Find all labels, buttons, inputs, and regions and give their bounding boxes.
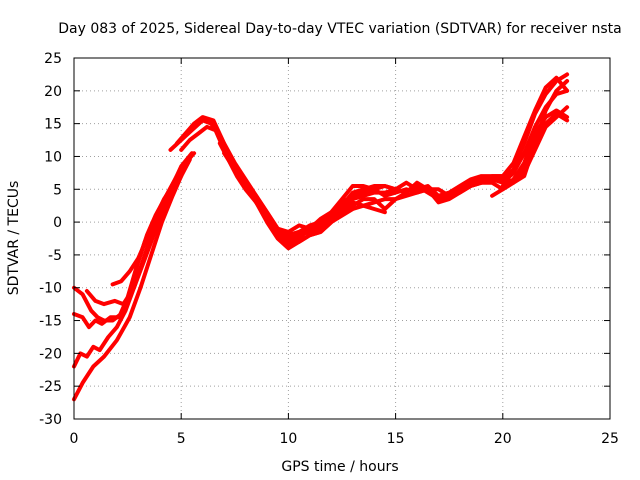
x-tick-labels: 0 5 10 15 20 25 bbox=[70, 431, 619, 447]
y-tick-label: 25 bbox=[44, 51, 62, 67]
y-tick-label: 5 bbox=[53, 182, 62, 198]
y-tick-label: -25 bbox=[39, 379, 62, 395]
series-trace-12 bbox=[275, 184, 409, 234]
y-tick-label: 15 bbox=[44, 117, 62, 133]
series-trace-14 bbox=[490, 79, 570, 198]
series-trace-5 bbox=[84, 174, 184, 307]
plot-frame bbox=[73, 57, 611, 420]
x-axis-label: GPS time / hours bbox=[281, 459, 398, 475]
series-trace-15 bbox=[500, 105, 570, 188]
data-traces bbox=[72, 72, 570, 402]
series-trace-13 bbox=[286, 200, 387, 238]
y-tick-label: -20 bbox=[39, 346, 62, 362]
x-tick-label: 10 bbox=[279, 431, 297, 447]
series-trace-6 bbox=[110, 174, 179, 287]
chart-title: Day 083 of 2025, Sidereal Day-to-day VTE… bbox=[58, 21, 621, 37]
y-tick-labels: -30 -25 -20 -15 -10 -5 0 5 10 15 20 25 bbox=[39, 51, 62, 428]
y-tick-label: 10 bbox=[44, 149, 62, 165]
y-tick-label: 0 bbox=[53, 215, 62, 231]
y-tick-label: -5 bbox=[48, 248, 62, 264]
y-tick-label: -10 bbox=[39, 281, 62, 297]
x-tick-label: 0 bbox=[70, 431, 79, 447]
y-tick-label: 20 bbox=[44, 84, 62, 100]
y-tick-label: -15 bbox=[39, 314, 62, 330]
y-axis-label: SDTVAR / TECUs bbox=[6, 181, 22, 296]
x-tick-label: 5 bbox=[177, 431, 186, 447]
x-tick-label: 25 bbox=[601, 431, 619, 447]
grid bbox=[74, 58, 610, 419]
series-trace-8 bbox=[174, 75, 570, 241]
axis-ticks bbox=[73, 57, 611, 420]
x-tick-label: 15 bbox=[387, 431, 405, 447]
y-tick-label: -30 bbox=[39, 412, 62, 428]
x-tick-label: 20 bbox=[494, 431, 512, 447]
